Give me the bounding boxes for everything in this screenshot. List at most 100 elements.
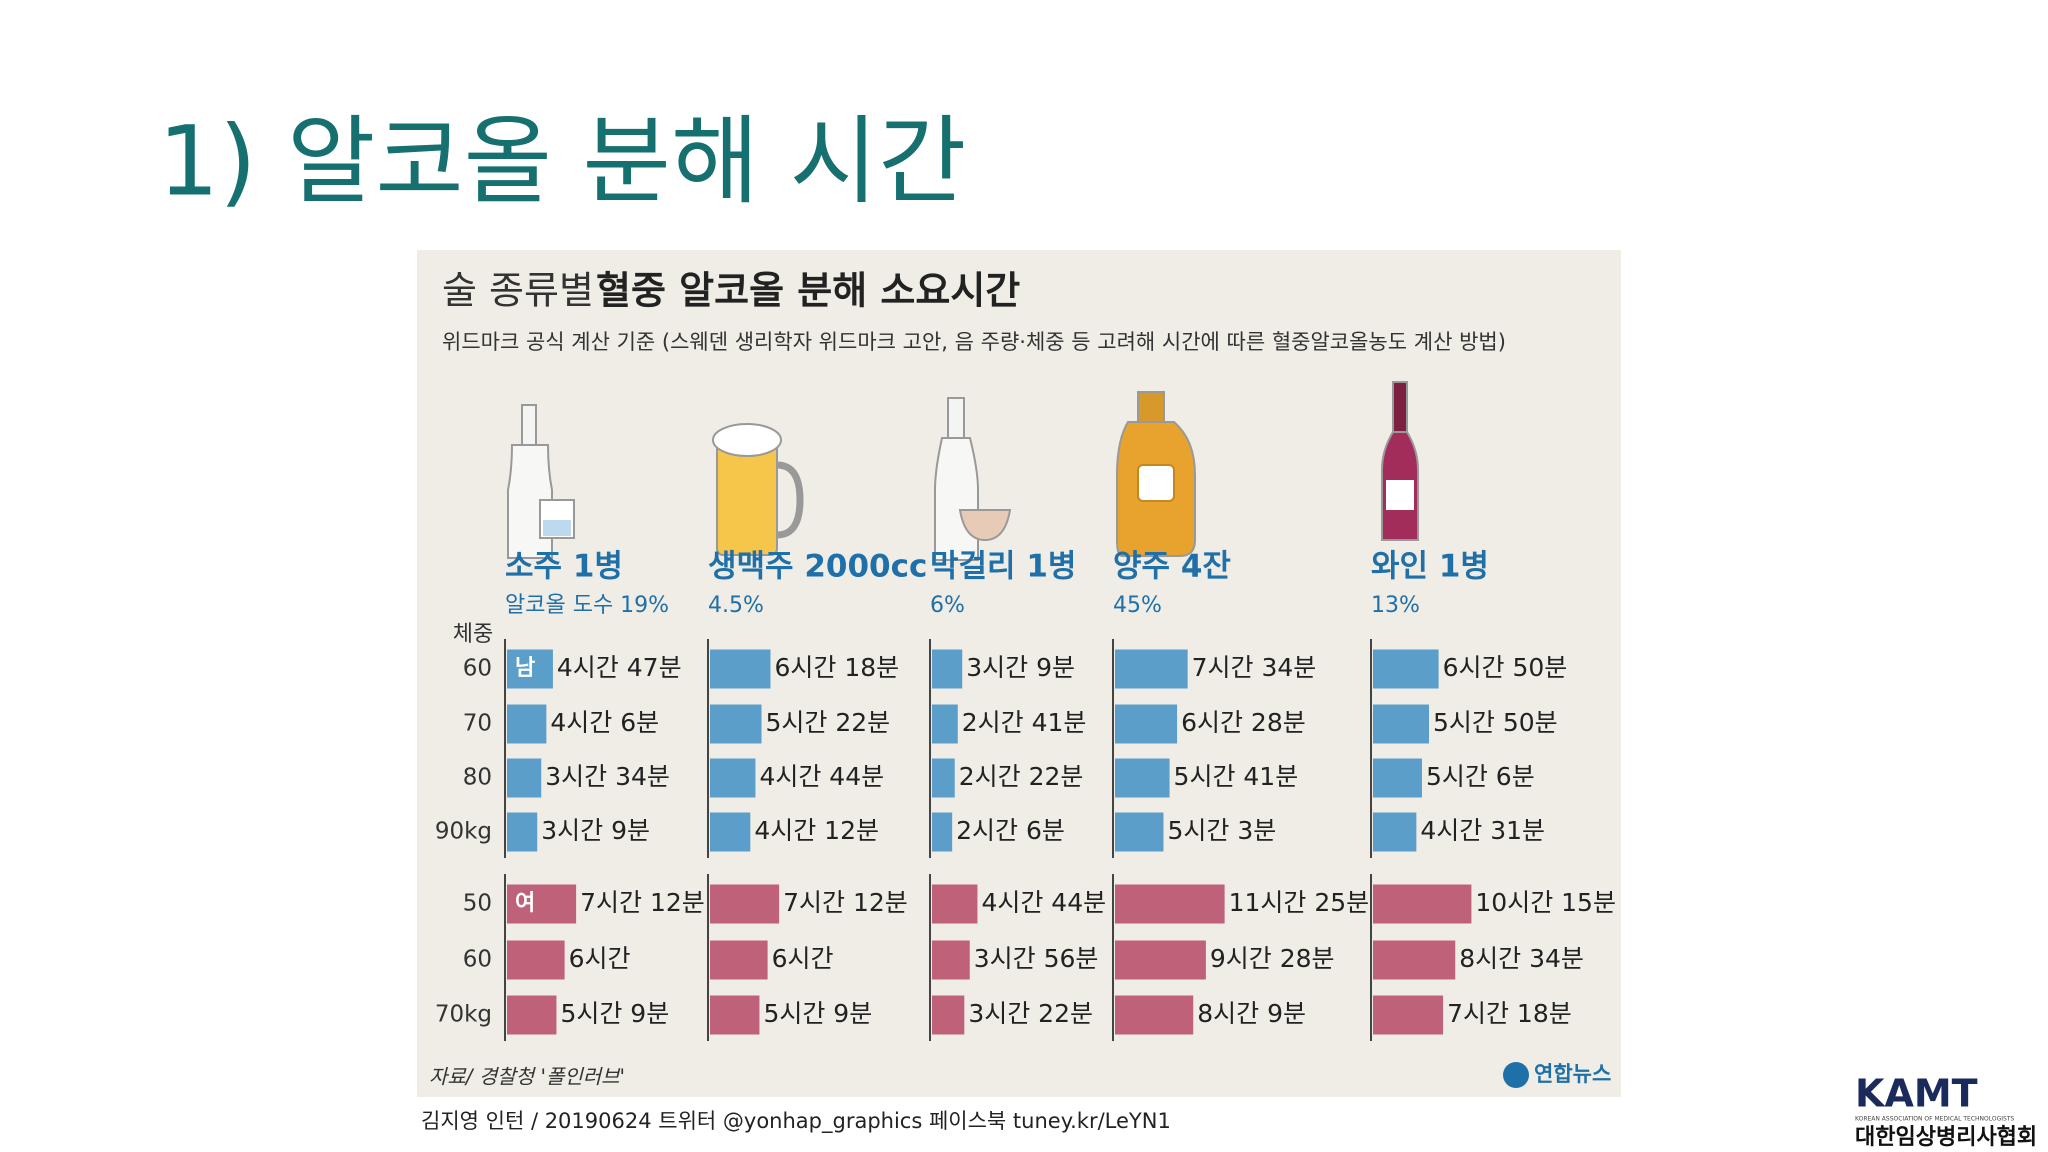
value-label: 6시간 28분	[1181, 708, 1306, 737]
value-label: 4시간 47분	[557, 653, 682, 682]
bar	[710, 995, 760, 1035]
bar	[932, 649, 963, 689]
bar	[932, 758, 955, 798]
value-label: 8시간 34분	[1459, 944, 1584, 973]
drink-name: 소주 1병	[505, 549, 623, 585]
bar	[1373, 995, 1444, 1035]
bar	[507, 884, 577, 924]
weight-label: 체중	[453, 622, 493, 647]
chart-title-bold: 혈중 알코올 분해 소요시간	[596, 269, 1020, 313]
weight-tick-label: 60	[463, 656, 492, 682]
chart-title-light: 술 종류별	[442, 269, 594, 313]
value-label: 10시간 15분	[1475, 888, 1616, 917]
drink-abv: 6%	[930, 593, 965, 618]
value-label: 7시간 12분	[580, 888, 705, 917]
bar	[1115, 704, 1178, 744]
value-label: 5시간 9분	[763, 999, 872, 1028]
soju-icon	[507, 404, 575, 559]
drink-abv: 4.5%	[708, 593, 764, 618]
value-label: 2시간 41분	[962, 708, 1087, 737]
bar	[507, 758, 542, 798]
bar	[1115, 649, 1188, 689]
bar	[710, 812, 751, 852]
bar	[1373, 940, 1456, 980]
logo-mark: KAMT	[1855, 1072, 1978, 1116]
value-label: 5시간 50분	[1433, 708, 1558, 737]
bar	[507, 812, 538, 852]
weight-tick-label: 70kg	[435, 1002, 492, 1028]
bar	[1115, 995, 1194, 1035]
bar	[932, 940, 970, 980]
credit: 김지영 인턴 / 20190624 트위터 @yonhap_graphics 페…	[421, 1109, 1171, 1134]
bar	[710, 649, 771, 689]
value-label: 5시간 3분	[1167, 816, 1276, 845]
value-label: 9시간 28분	[1210, 944, 1335, 973]
sex-label: 여	[515, 891, 535, 916]
drink-abv: 알코올 도수 19%	[505, 593, 669, 618]
source: 자료/ 경찰청 '폴인러브'	[429, 1065, 625, 1089]
bar	[932, 995, 965, 1035]
drink-abv: 13%	[1371, 593, 1420, 618]
weight-tick-label: 80	[463, 765, 492, 791]
drink-name: 막걸리 1병	[930, 549, 1076, 585]
logo-english: KOREAN ASSOCIATION OF MEDICAL TECHNOLOGI…	[1855, 1116, 2014, 1123]
value-label: 3시간 34분	[545, 762, 670, 791]
value-label: 2시간 6분	[956, 816, 1065, 845]
bar	[1115, 940, 1206, 980]
weight-tick-label: 70	[463, 711, 492, 737]
logo-name: 대한임상병리사협회	[1855, 1125, 2037, 1150]
bar	[507, 995, 557, 1035]
value-label: 3시간 9분	[966, 653, 1075, 682]
value-label: 5시간 9분	[560, 999, 669, 1028]
bar	[932, 884, 978, 924]
beer-icon	[712, 423, 804, 556]
bar	[507, 704, 547, 744]
drink-abv: 45%	[1113, 593, 1162, 618]
bar	[507, 940, 565, 980]
whiskey-icon	[1116, 391, 1196, 557]
value-label: 8시간 9분	[1197, 999, 1306, 1028]
bar	[932, 704, 958, 744]
makgeolli-icon	[934, 397, 1012, 561]
drink-name: 와인 1병	[1371, 549, 1489, 585]
value-label: 6시간 18분	[774, 653, 899, 682]
value-label: 7시간 18분	[1447, 999, 1572, 1028]
wine-icon	[1381, 381, 1419, 541]
value-label: 11시간 25분	[1229, 888, 1370, 917]
value-label: 4시간 6분	[550, 708, 659, 737]
chart-subtitle: 위드마크 공식 계산 기준 (스웨덴 생리학자 위드마크 고안, 음 주량·체중…	[442, 330, 1506, 354]
value-label: 7시간 12분	[783, 888, 908, 917]
value-label: 4시간 44분	[759, 762, 884, 791]
bar	[1115, 884, 1225, 924]
weight-tick-label: 90kg	[435, 819, 492, 845]
value-label: 5시간 6분	[1426, 762, 1535, 791]
value-label: 6시간	[772, 944, 834, 973]
bar	[1115, 812, 1164, 852]
drink-name: 생맥주 2000cc	[708, 549, 927, 585]
bar	[710, 940, 768, 980]
bar	[1373, 704, 1429, 744]
drink-name: 양주 4잔	[1113, 549, 1231, 585]
publisher: 연합뉴스	[1534, 1062, 1611, 1086]
bar	[710, 884, 780, 924]
value-label: 6시간 50분	[1443, 653, 1568, 682]
bar	[1373, 884, 1472, 924]
slide-title: 1) 알코올 분해 시간	[158, 105, 966, 217]
bar	[1373, 758, 1422, 798]
value-label: 3시간 9분	[541, 816, 650, 845]
value-label: 3시간 22분	[968, 999, 1093, 1028]
bar	[507, 649, 553, 689]
bar	[932, 812, 953, 852]
bar	[1373, 812, 1417, 852]
bar	[1115, 758, 1170, 798]
bar	[1373, 649, 1439, 689]
value-label: 5시간 41분	[1174, 762, 1299, 791]
bar	[710, 704, 762, 744]
bar	[710, 758, 756, 798]
value-label: 2시간 22분	[959, 762, 1084, 791]
value-label: 5시간 22분	[766, 708, 891, 737]
weight-tick-label: 50	[463, 891, 492, 917]
value-label: 4시간 31분	[1420, 816, 1545, 845]
